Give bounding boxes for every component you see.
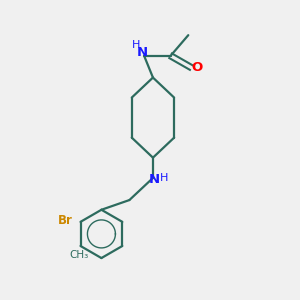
- Text: N: N: [137, 46, 148, 59]
- Text: CH₃: CH₃: [69, 250, 89, 260]
- Text: N: N: [149, 173, 160, 186]
- Text: H: H: [160, 173, 168, 183]
- Text: H: H: [132, 40, 140, 50]
- Text: O: O: [191, 61, 203, 74]
- Text: Br: Br: [58, 214, 73, 227]
